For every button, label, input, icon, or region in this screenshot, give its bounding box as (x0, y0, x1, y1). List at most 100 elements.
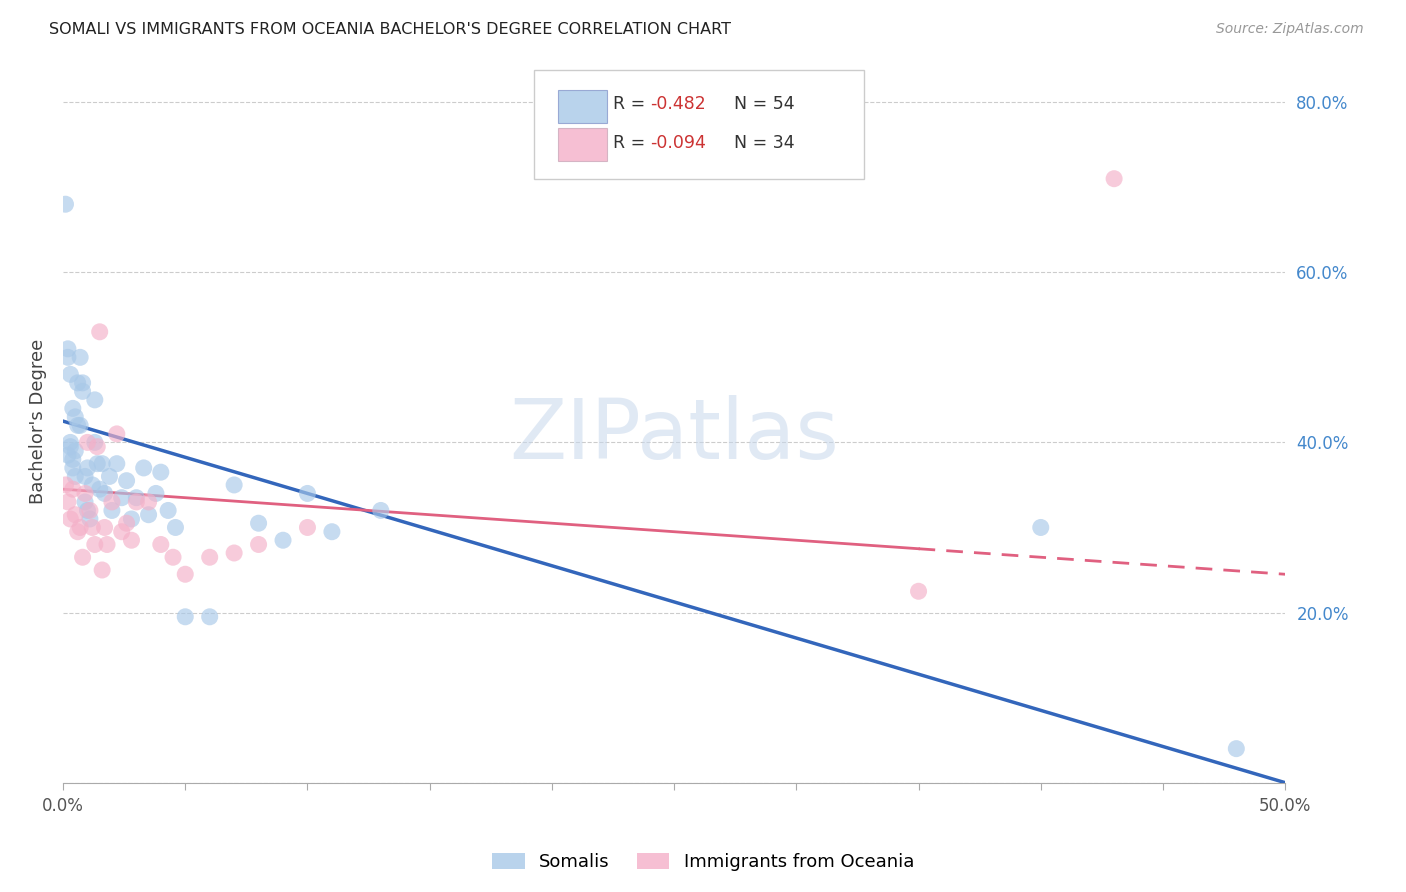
Point (224, 478, 246, 492)
Y-axis label: Bachelor's Degree: Bachelor's Degree (30, 338, 46, 504)
Point (111, 491, 134, 505)
Point (89, 482, 111, 496)
Point (125, 491, 148, 505)
Legend: Somalis, Immigrants from Oceania: Somalis, Immigrants from Oceania (485, 846, 921, 879)
Point (73, 495, 96, 509)
Point (55, 478, 77, 492)
Point (55, 197, 77, 211)
Point (145, 486, 167, 500)
Point (73, 469, 96, 483)
Point (62, 482, 84, 496)
Point (297, 520, 319, 534)
Point (69, 418, 91, 433)
Point (101, 503, 124, 517)
Point (111, 524, 134, 539)
Point (65, 444, 87, 458)
Point (138, 508, 160, 522)
Point (72, 376, 94, 390)
Point (174, 567, 197, 582)
Text: ZIPatlas: ZIPatlas (509, 395, 839, 476)
Point (224, 546, 246, 560)
Point (69, 351, 91, 365)
Point (89, 325, 111, 339)
Point (1225, 741, 1247, 756)
Point (86, 440, 108, 454)
Point (149, 465, 172, 479)
Text: R =: R = (613, 95, 651, 113)
Point (91, 457, 114, 471)
Point (115, 516, 138, 531)
Point (174, 609, 197, 624)
Point (82, 478, 104, 492)
Point (138, 495, 160, 509)
FancyBboxPatch shape (558, 128, 607, 161)
Point (83, 392, 105, 407)
Point (59, 368, 82, 382)
Point (59, 440, 82, 454)
Point (132, 461, 155, 475)
Point (79, 503, 101, 517)
Point (297, 486, 319, 500)
Point (105, 457, 128, 471)
Point (59, 435, 82, 450)
Point (93, 520, 115, 534)
Point (56, 342, 79, 356)
Point (125, 495, 148, 509)
Point (198, 550, 221, 565)
Point (907, 584, 929, 599)
Point (105, 426, 128, 441)
Point (1102, 171, 1125, 186)
Point (247, 516, 270, 531)
Point (76, 461, 98, 475)
Point (83, 435, 105, 450)
Point (72, 550, 94, 565)
Point (66, 524, 89, 539)
Point (1029, 520, 1052, 534)
Text: R =: R = (613, 134, 651, 152)
Point (65, 409, 87, 424)
Point (73, 486, 96, 500)
Point (162, 550, 184, 565)
Point (121, 512, 143, 526)
FancyBboxPatch shape (558, 90, 607, 122)
Text: N = 54: N = 54 (723, 95, 794, 113)
Point (76, 503, 98, 517)
Point (65, 508, 87, 522)
Point (93, 486, 115, 500)
Point (62, 401, 84, 416)
Point (69, 520, 91, 534)
Point (247, 537, 270, 551)
Point (83, 537, 105, 551)
Point (121, 533, 143, 548)
Point (198, 609, 221, 624)
Point (62, 461, 84, 475)
Point (59, 512, 82, 526)
Point (157, 503, 180, 517)
Text: SOMALI VS IMMIGRANTS FROM OCEANIA BACHELOR'S DEGREE CORRELATION CHART: SOMALI VS IMMIGRANTS FROM OCEANIA BACHEL… (49, 22, 731, 37)
Point (98, 469, 121, 483)
Point (66, 376, 89, 390)
Point (86, 457, 108, 471)
Point (91, 563, 114, 577)
Text: -0.094: -0.094 (650, 134, 706, 152)
Point (82, 520, 104, 534)
Point (65, 469, 87, 483)
Point (66, 418, 89, 433)
Point (271, 533, 294, 548)
Text: Source: ZipAtlas.com: Source: ZipAtlas.com (1216, 22, 1364, 37)
Point (96, 537, 118, 551)
Point (321, 524, 343, 539)
Point (62, 452, 84, 467)
Point (72, 384, 94, 399)
Text: -0.482: -0.482 (650, 95, 706, 113)
Point (101, 495, 124, 509)
Point (79, 512, 101, 526)
Point (56, 351, 79, 365)
FancyBboxPatch shape (533, 70, 863, 179)
Point (56, 448, 79, 462)
Point (56, 495, 79, 509)
Point (165, 520, 187, 534)
Text: N = 34: N = 34 (723, 134, 794, 152)
Point (115, 474, 138, 488)
Point (370, 503, 392, 517)
